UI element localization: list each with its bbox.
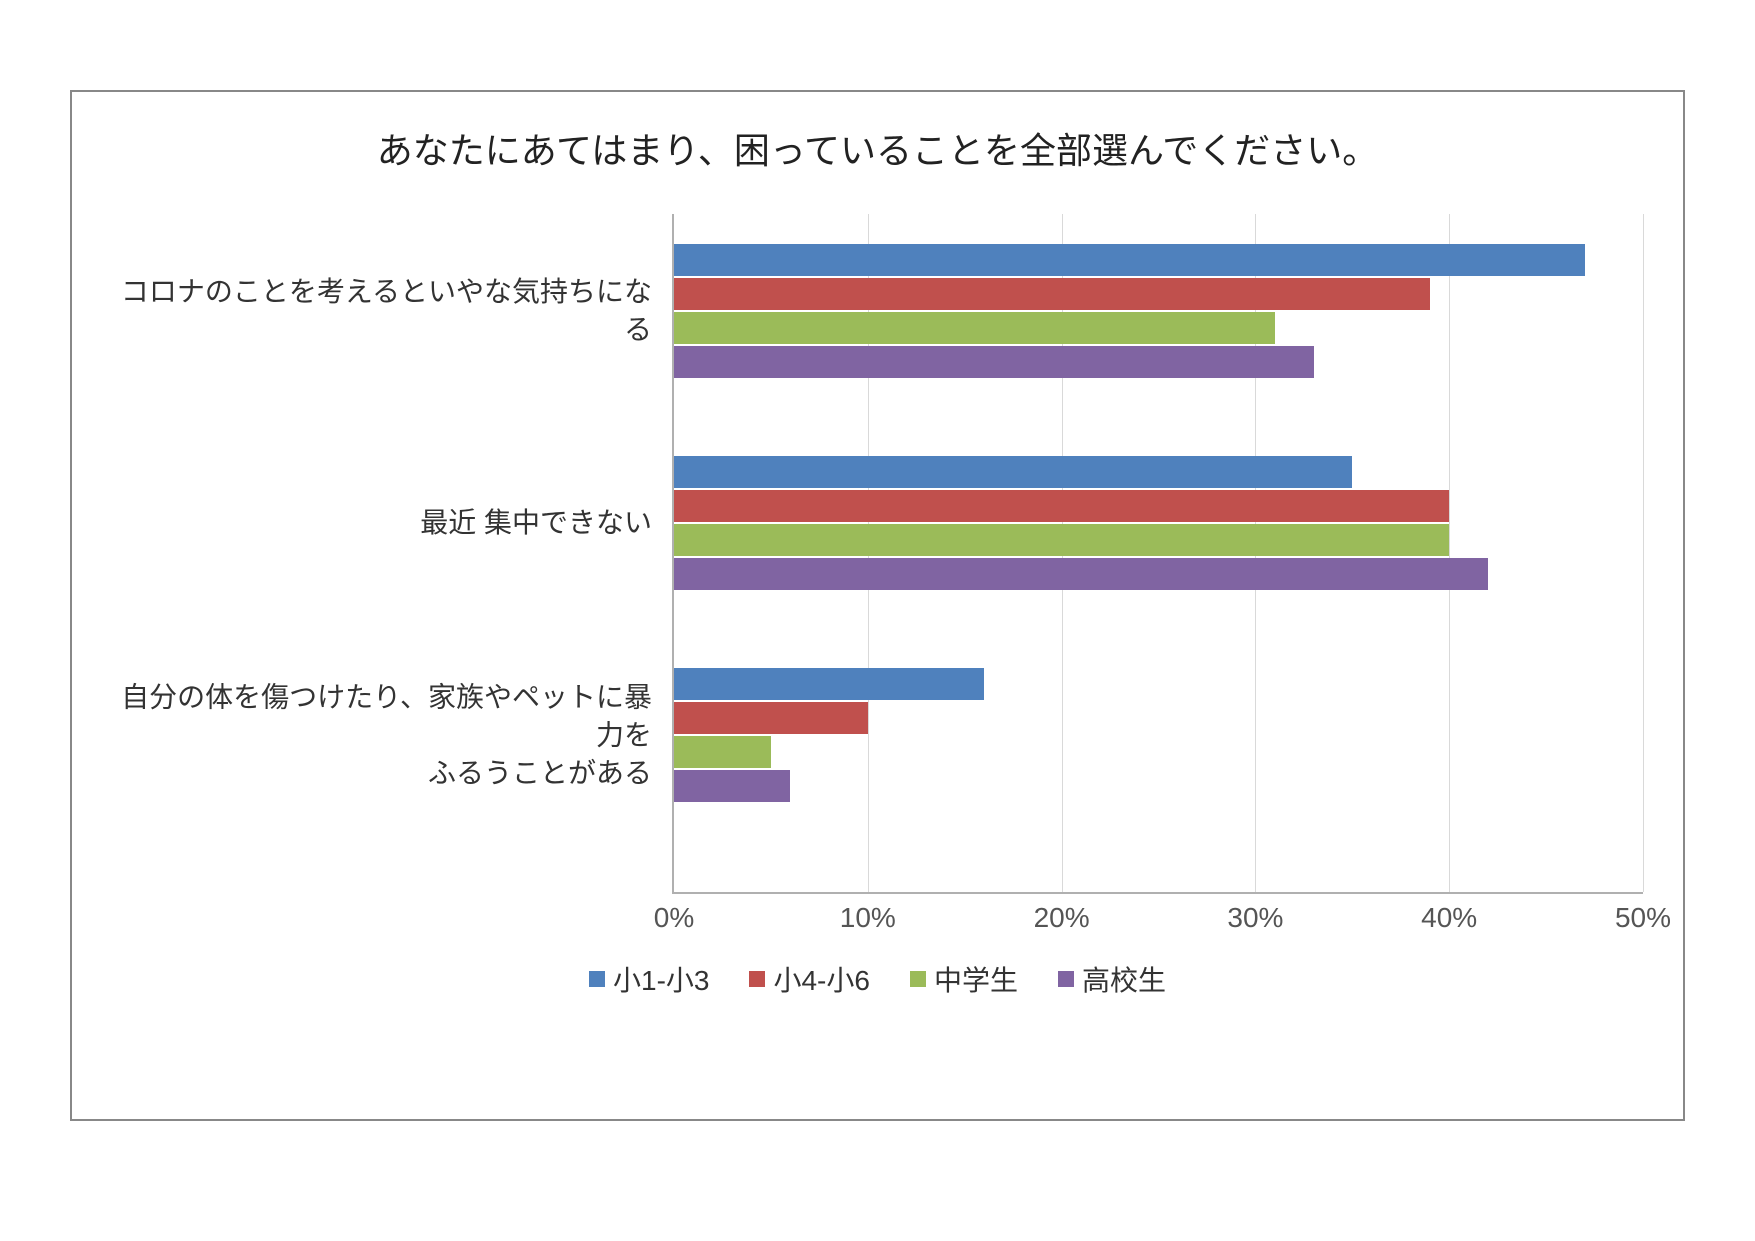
bar xyxy=(674,490,1449,522)
legend-swatch xyxy=(749,971,765,987)
page: あなたにあてはまり、困っていることを全部選んでください。 コロナのことを考えると… xyxy=(0,0,1755,1241)
category-labels: コロナのことを考えるといやな気持ちになる最近 集中できない自分の体を傷つけたり、… xyxy=(112,214,672,894)
legend-label: 中学生 xyxy=(934,959,1018,999)
legend-swatch xyxy=(589,971,605,987)
legend: 小1-小3 小4-小6 中学生 高校生 xyxy=(112,959,1643,999)
grid-line xyxy=(1643,214,1644,892)
category-label: コロナのことを考えるといやな気持ちになる xyxy=(112,273,652,349)
bar xyxy=(674,346,1314,378)
bar xyxy=(674,558,1488,590)
category-label: 最近 集中できない xyxy=(112,504,652,542)
bar xyxy=(674,736,771,768)
x-tick-label: 20% xyxy=(1034,902,1090,934)
bar xyxy=(674,456,1352,488)
x-tick-label: 30% xyxy=(1227,902,1283,934)
legend-label: 小1-小3 xyxy=(613,959,709,999)
legend-item: 中学生 xyxy=(910,959,1018,999)
bar xyxy=(674,668,984,700)
legend-label: 高校生 xyxy=(1082,959,1166,999)
bar xyxy=(674,312,1275,344)
x-tick-label: 50% xyxy=(1615,902,1671,934)
bar xyxy=(674,702,868,734)
grid-line xyxy=(1449,214,1450,892)
chart-frame: あなたにあてはまり、困っていることを全部選んでください。 コロナのことを考えると… xyxy=(70,90,1685,1121)
legend-item: 小4-小6 xyxy=(749,959,869,999)
legend-swatch xyxy=(910,971,926,987)
chart-body: コロナのことを考えるといやな気持ちになる最近 集中できない自分の体を傷つけたり、… xyxy=(112,214,1643,894)
bar xyxy=(674,524,1449,556)
x-tick-label: 0% xyxy=(654,902,694,934)
bar xyxy=(674,278,1430,310)
legend-item: 小1-小3 xyxy=(589,959,709,999)
legend-swatch xyxy=(1058,971,1074,987)
bar xyxy=(674,770,790,802)
x-tick-label: 10% xyxy=(840,902,896,934)
x-tick-label: 40% xyxy=(1421,902,1477,934)
plot-area: 0%10%20%30%40%50% xyxy=(672,214,1643,894)
bar xyxy=(674,244,1585,276)
legend-item: 高校生 xyxy=(1058,959,1166,999)
category-label: 自分の体を傷つけたり、家族やペットに暴力を ふるうことがある xyxy=(112,678,652,791)
legend-label: 小4-小6 xyxy=(773,959,869,999)
chart-title: あなたにあてはまり、困っていることを全部選んでください。 xyxy=(112,122,1643,174)
